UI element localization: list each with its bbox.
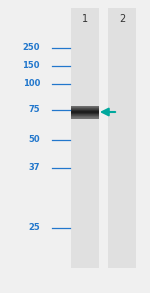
Bar xyxy=(71,115,99,116)
Bar xyxy=(71,110,99,111)
Text: 1: 1 xyxy=(82,14,88,24)
Bar xyxy=(71,116,99,117)
Bar xyxy=(71,106,99,107)
Bar xyxy=(71,113,99,114)
Bar xyxy=(71,108,99,109)
Text: 150: 150 xyxy=(22,62,40,71)
Bar xyxy=(71,117,99,118)
Text: 50: 50 xyxy=(28,135,40,144)
Text: 37: 37 xyxy=(28,163,40,173)
Text: 100: 100 xyxy=(23,79,40,88)
Bar xyxy=(71,116,99,117)
Text: 75: 75 xyxy=(28,105,40,115)
Bar xyxy=(71,116,99,117)
Bar xyxy=(71,114,99,115)
Bar xyxy=(71,111,99,112)
Bar xyxy=(71,107,99,108)
Bar xyxy=(71,112,99,113)
Bar xyxy=(71,114,99,115)
Bar xyxy=(71,113,99,114)
Text: 250: 250 xyxy=(22,43,40,52)
Bar xyxy=(71,107,99,108)
Bar xyxy=(71,115,99,116)
Bar xyxy=(71,106,99,107)
Bar xyxy=(71,8,99,268)
Bar xyxy=(71,110,99,111)
Bar xyxy=(71,117,99,118)
Text: 2: 2 xyxy=(119,14,125,24)
Text: 25: 25 xyxy=(28,224,40,233)
Bar xyxy=(71,108,99,109)
Bar xyxy=(71,109,99,110)
Bar xyxy=(108,8,136,268)
Bar xyxy=(71,111,99,112)
Bar xyxy=(71,109,99,110)
Bar xyxy=(71,114,99,115)
Bar xyxy=(71,117,99,118)
Bar xyxy=(71,112,99,113)
